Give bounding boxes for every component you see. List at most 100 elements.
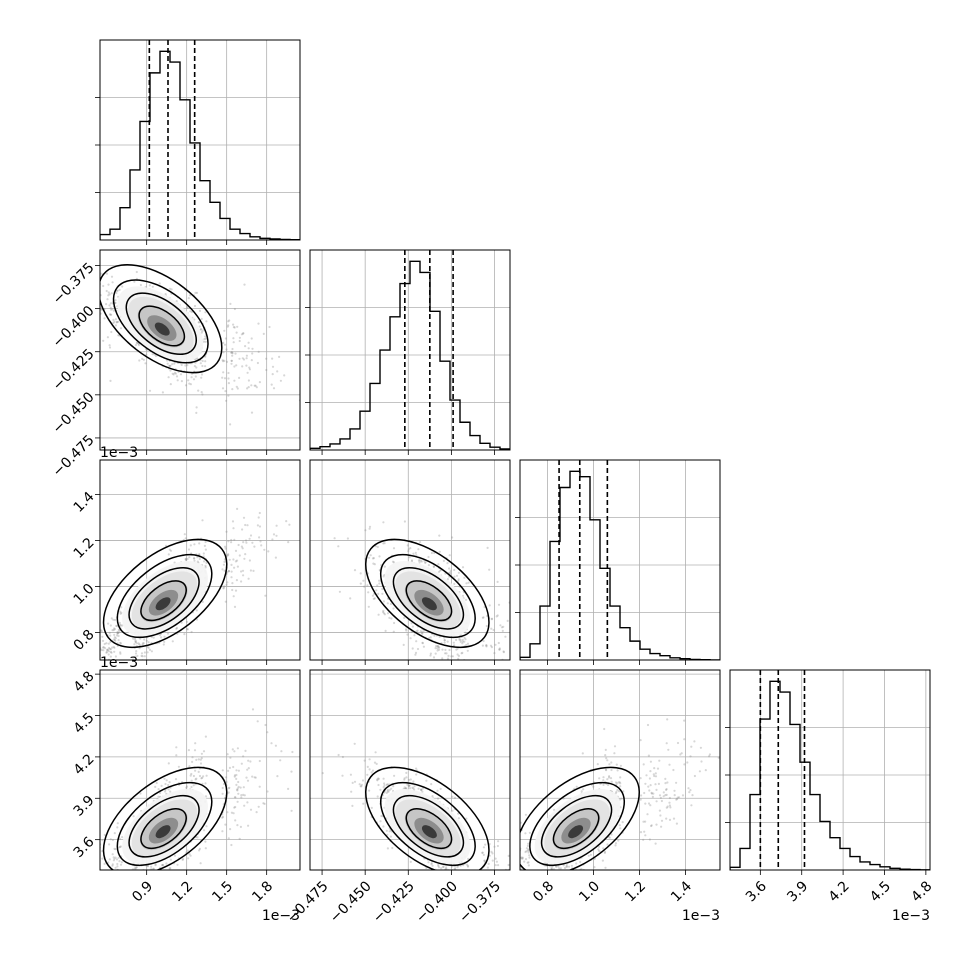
- scatter-point: [512, 628, 514, 630]
- scatter-point: [198, 849, 200, 851]
- scatter-point: [235, 550, 237, 552]
- scatter-point: [667, 749, 669, 751]
- scatter-point: [234, 796, 236, 798]
- scatter-point: [364, 529, 366, 531]
- scatter-point: [88, 653, 90, 655]
- scatter-point: [56, 677, 58, 679]
- scatter-point: [272, 366, 274, 368]
- scatter-point: [602, 784, 604, 786]
- scatter-point: [177, 379, 179, 381]
- scatter-point: [508, 675, 510, 677]
- scatter-point: [619, 776, 621, 778]
- scatter-point: [524, 851, 526, 853]
- scatter-point: [257, 720, 259, 722]
- scatter-point: [158, 788, 160, 790]
- scatter-point: [513, 870, 515, 872]
- scatter-point: [515, 639, 517, 641]
- scatter-point: [510, 611, 512, 613]
- scatter-point: [526, 876, 528, 878]
- scatter-point: [455, 639, 457, 641]
- scatter-point: [231, 352, 233, 354]
- scatter-point: [149, 880, 151, 882]
- scatter-point: [540, 699, 542, 701]
- scatter-point: [497, 864, 499, 866]
- scatter-point: [640, 794, 642, 796]
- scatter-point: [551, 897, 553, 899]
- scatter-point: [461, 903, 463, 905]
- scatter-point: [49, 925, 51, 927]
- scatter-point: [230, 363, 232, 365]
- xtick-label-p0-3: 1.8: [249, 878, 276, 905]
- scatter-point: [224, 344, 226, 346]
- scatter-point: [228, 791, 230, 793]
- scatter-point: [393, 631, 395, 633]
- scatter-point: [116, 321, 118, 323]
- scatter-point: [460, 896, 462, 898]
- scatter-point: [243, 805, 245, 807]
- scatter-point: [246, 769, 248, 771]
- scatter-point: [451, 536, 453, 538]
- scatter-point: [525, 671, 527, 673]
- scatter-point: [239, 340, 241, 342]
- scatter-point: [239, 838, 241, 840]
- scatter-point: [114, 832, 116, 834]
- scatter-point: [200, 762, 202, 764]
- scatter-point: [263, 549, 265, 551]
- scatter-point: [227, 372, 229, 374]
- scatter-point: [156, 782, 158, 784]
- scatter-point: [262, 802, 264, 804]
- scatter-point: [169, 781, 171, 783]
- scatter-point: [61, 681, 63, 683]
- scatter-point: [118, 857, 120, 859]
- scatter-point: [194, 885, 196, 887]
- scatter-point: [160, 636, 162, 638]
- scatter-point: [229, 767, 231, 769]
- scatter-point: [411, 787, 413, 789]
- scatter-point: [527, 670, 529, 672]
- scatter-point: [461, 652, 463, 654]
- scatter-point: [458, 655, 460, 657]
- scatter-point: [190, 879, 192, 881]
- scatter-point: [133, 875, 135, 877]
- ytick-label-p3-3: 4.5: [71, 710, 98, 737]
- scatter-point: [105, 642, 107, 644]
- scatter-point: [444, 682, 446, 684]
- scatter-point: [420, 789, 422, 791]
- scatter-point: [540, 940, 542, 942]
- scatter-point: [109, 648, 111, 650]
- scatter-point: [184, 533, 186, 535]
- scatter-point: [372, 595, 374, 597]
- scatter-point: [158, 873, 160, 875]
- scatter-point: [92, 892, 94, 894]
- scatter-point: [508, 864, 510, 866]
- scatter-point: [200, 362, 202, 364]
- scatter-point: [444, 642, 446, 644]
- scatter-point: [366, 774, 368, 776]
- scatter-point: [116, 858, 118, 860]
- scatter-point: [510, 899, 512, 901]
- scatter-point: [505, 898, 507, 900]
- scatter-point: [101, 858, 103, 860]
- scatter-point: [190, 786, 192, 788]
- ytick-label-p3-2: 4.2: [71, 751, 98, 778]
- scatter-point: [120, 606, 122, 608]
- ytick-label-p2-3: 1.4: [71, 489, 98, 516]
- scatter-point: [134, 878, 136, 880]
- scatter-point: [368, 557, 370, 559]
- scatter-point: [77, 881, 79, 883]
- scatter-point: [187, 379, 189, 381]
- scatter-point: [89, 304, 91, 306]
- scatter-point: [157, 876, 159, 878]
- scatter-point: [111, 276, 113, 278]
- scatter-point: [496, 879, 498, 881]
- scatter-point: [310, 357, 312, 359]
- scatter-point: [507, 893, 509, 895]
- scatter-point: [72, 672, 74, 674]
- scatter-point: [383, 782, 385, 784]
- scatter-point: [256, 386, 258, 388]
- scatter-point: [154, 786, 156, 788]
- scatter-point: [101, 636, 103, 638]
- scatter-point: [490, 628, 492, 630]
- scatter-point: [205, 341, 207, 343]
